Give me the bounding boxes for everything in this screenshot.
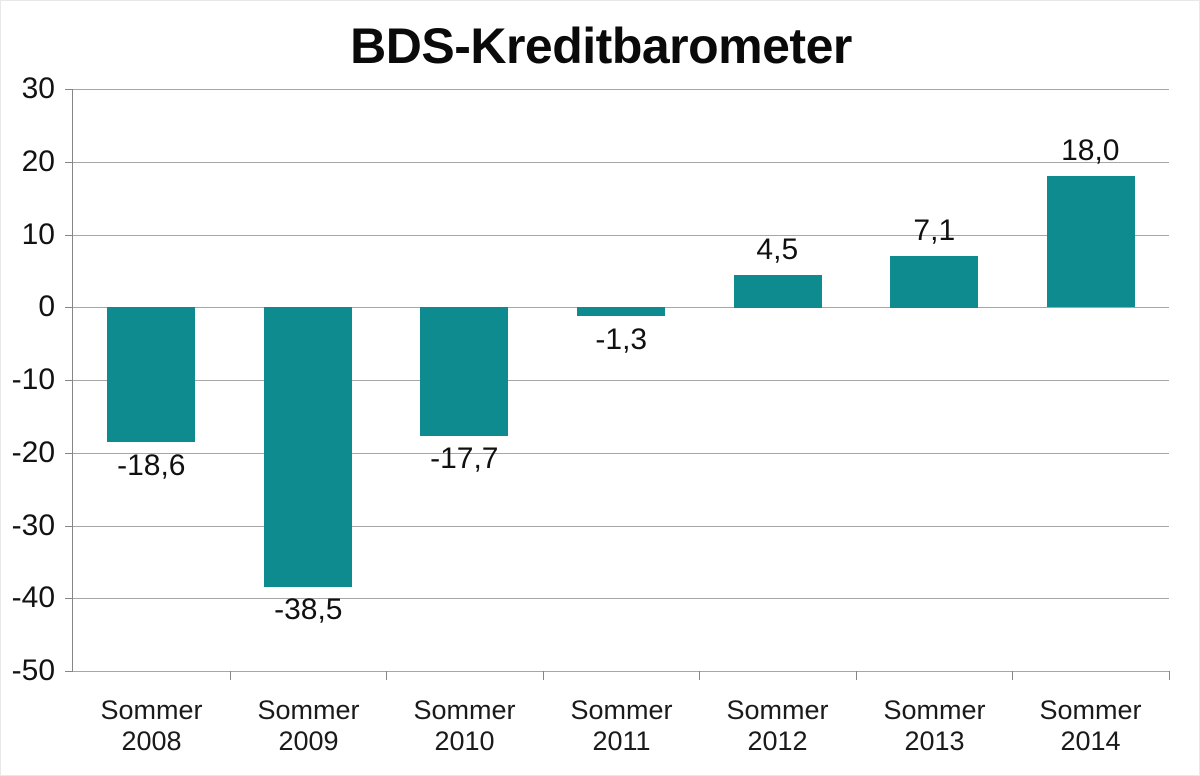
bar-value-label: -1,3 xyxy=(595,323,648,356)
category-season: Sommer xyxy=(726,695,829,725)
bar-value-label: -18,6 xyxy=(117,449,186,482)
y-tick-label: -20 xyxy=(11,436,55,469)
gridline xyxy=(73,235,1169,236)
category-season: Sommer xyxy=(413,695,516,725)
category-season: Sommer xyxy=(100,695,203,725)
plot-area xyxy=(73,89,1169,672)
gridline xyxy=(73,671,1169,672)
bar[interactable] xyxy=(107,307,195,442)
bar-value-label: -38,5 xyxy=(274,593,343,626)
bar[interactable] xyxy=(577,307,665,316)
y-tick-label: -40 xyxy=(11,581,55,614)
category-year: 2008 xyxy=(121,726,182,757)
y-tick-mark xyxy=(65,671,73,672)
x-axis-category-label: Sommer 2012 xyxy=(699,695,856,758)
category-year: 2012 xyxy=(747,726,808,757)
y-tick-label: 30 xyxy=(21,72,55,105)
category-year: 2014 xyxy=(1060,726,1121,757)
category-year: 2010 xyxy=(434,726,495,757)
y-tick-mark xyxy=(65,307,73,308)
chart-title: BDS-Kreditbarometer xyxy=(350,18,852,74)
gridline xyxy=(73,526,1169,527)
x-axis-category-label: Sommer 2013 xyxy=(856,695,1013,758)
gridline xyxy=(73,453,1169,454)
category-season: Sommer xyxy=(257,695,360,725)
gridline xyxy=(73,162,1169,163)
x-axis-category-label: Sommer 2010 xyxy=(386,695,543,758)
x-tick-mark xyxy=(1169,671,1170,680)
category-year: 2009 xyxy=(278,726,339,757)
gridline xyxy=(73,89,1169,90)
bar[interactable] xyxy=(264,307,352,587)
y-tick-label: 10 xyxy=(21,218,55,251)
bar[interactable] xyxy=(734,275,822,308)
x-tick-mark xyxy=(856,671,857,680)
x-axis-category-label: Sommer 2011 xyxy=(543,695,700,758)
y-tick-label: -10 xyxy=(11,363,55,396)
x-tick-mark xyxy=(386,671,387,680)
bar-value-label: 4,5 xyxy=(756,233,799,266)
gridline xyxy=(73,598,1169,599)
x-axis-category-label: Sommer 2008 xyxy=(73,695,230,758)
category-season: Sommer xyxy=(883,695,986,725)
category-year: 2011 xyxy=(592,726,651,757)
bar-value-label: 18,0 xyxy=(1061,134,1120,167)
y-tick-label: -50 xyxy=(11,654,55,687)
bar[interactable] xyxy=(890,256,978,308)
x-tick-mark xyxy=(699,671,700,680)
x-tick-mark xyxy=(543,671,544,680)
gridline xyxy=(73,380,1169,381)
y-tick-mark xyxy=(65,598,73,599)
x-tick-mark xyxy=(230,671,231,680)
bar[interactable] xyxy=(420,307,508,436)
category-season: Sommer xyxy=(1039,695,1142,725)
bar[interactable] xyxy=(1047,176,1135,307)
y-tick-mark xyxy=(65,235,73,236)
category-year: 2013 xyxy=(904,726,965,757)
bar-value-label: 7,1 xyxy=(913,214,956,247)
y-tick-label: -30 xyxy=(11,509,55,542)
y-tick-mark xyxy=(65,89,73,90)
y-tick-mark xyxy=(65,162,73,163)
y-tick-mark xyxy=(65,380,73,381)
bar-value-label: -17,7 xyxy=(430,442,499,475)
x-axis-category-label: Sommer 2009 xyxy=(230,695,387,758)
category-season: Sommer xyxy=(570,695,673,725)
y-tick-label: 20 xyxy=(21,145,55,178)
y-tick-label: 0 xyxy=(38,290,55,323)
x-tick-mark xyxy=(1012,671,1013,680)
x-axis-category-label: Sommer 2014 xyxy=(1012,695,1169,758)
y-tick-mark xyxy=(65,453,73,454)
y-tick-mark xyxy=(65,526,73,527)
